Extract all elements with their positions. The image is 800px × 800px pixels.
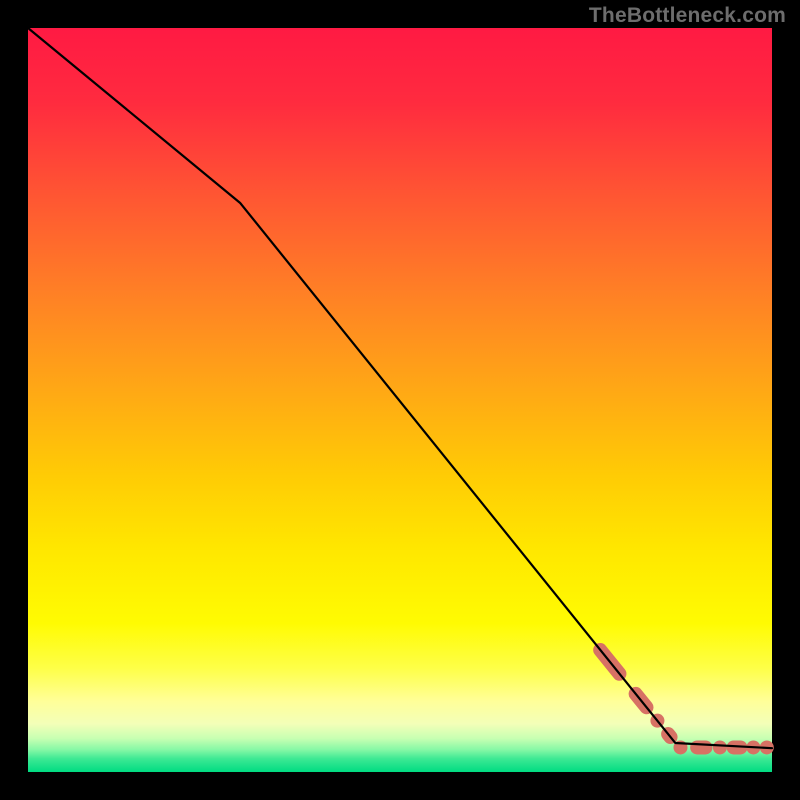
chart-container: { "canvas": { "width": 800, "height": 80… bbox=[0, 0, 800, 800]
watermark-text: TheBottleneck.com bbox=[589, 4, 786, 28]
marker-dot bbox=[713, 740, 727, 754]
marker-segment bbox=[690, 740, 712, 754]
chart-svg bbox=[0, 0, 800, 800]
